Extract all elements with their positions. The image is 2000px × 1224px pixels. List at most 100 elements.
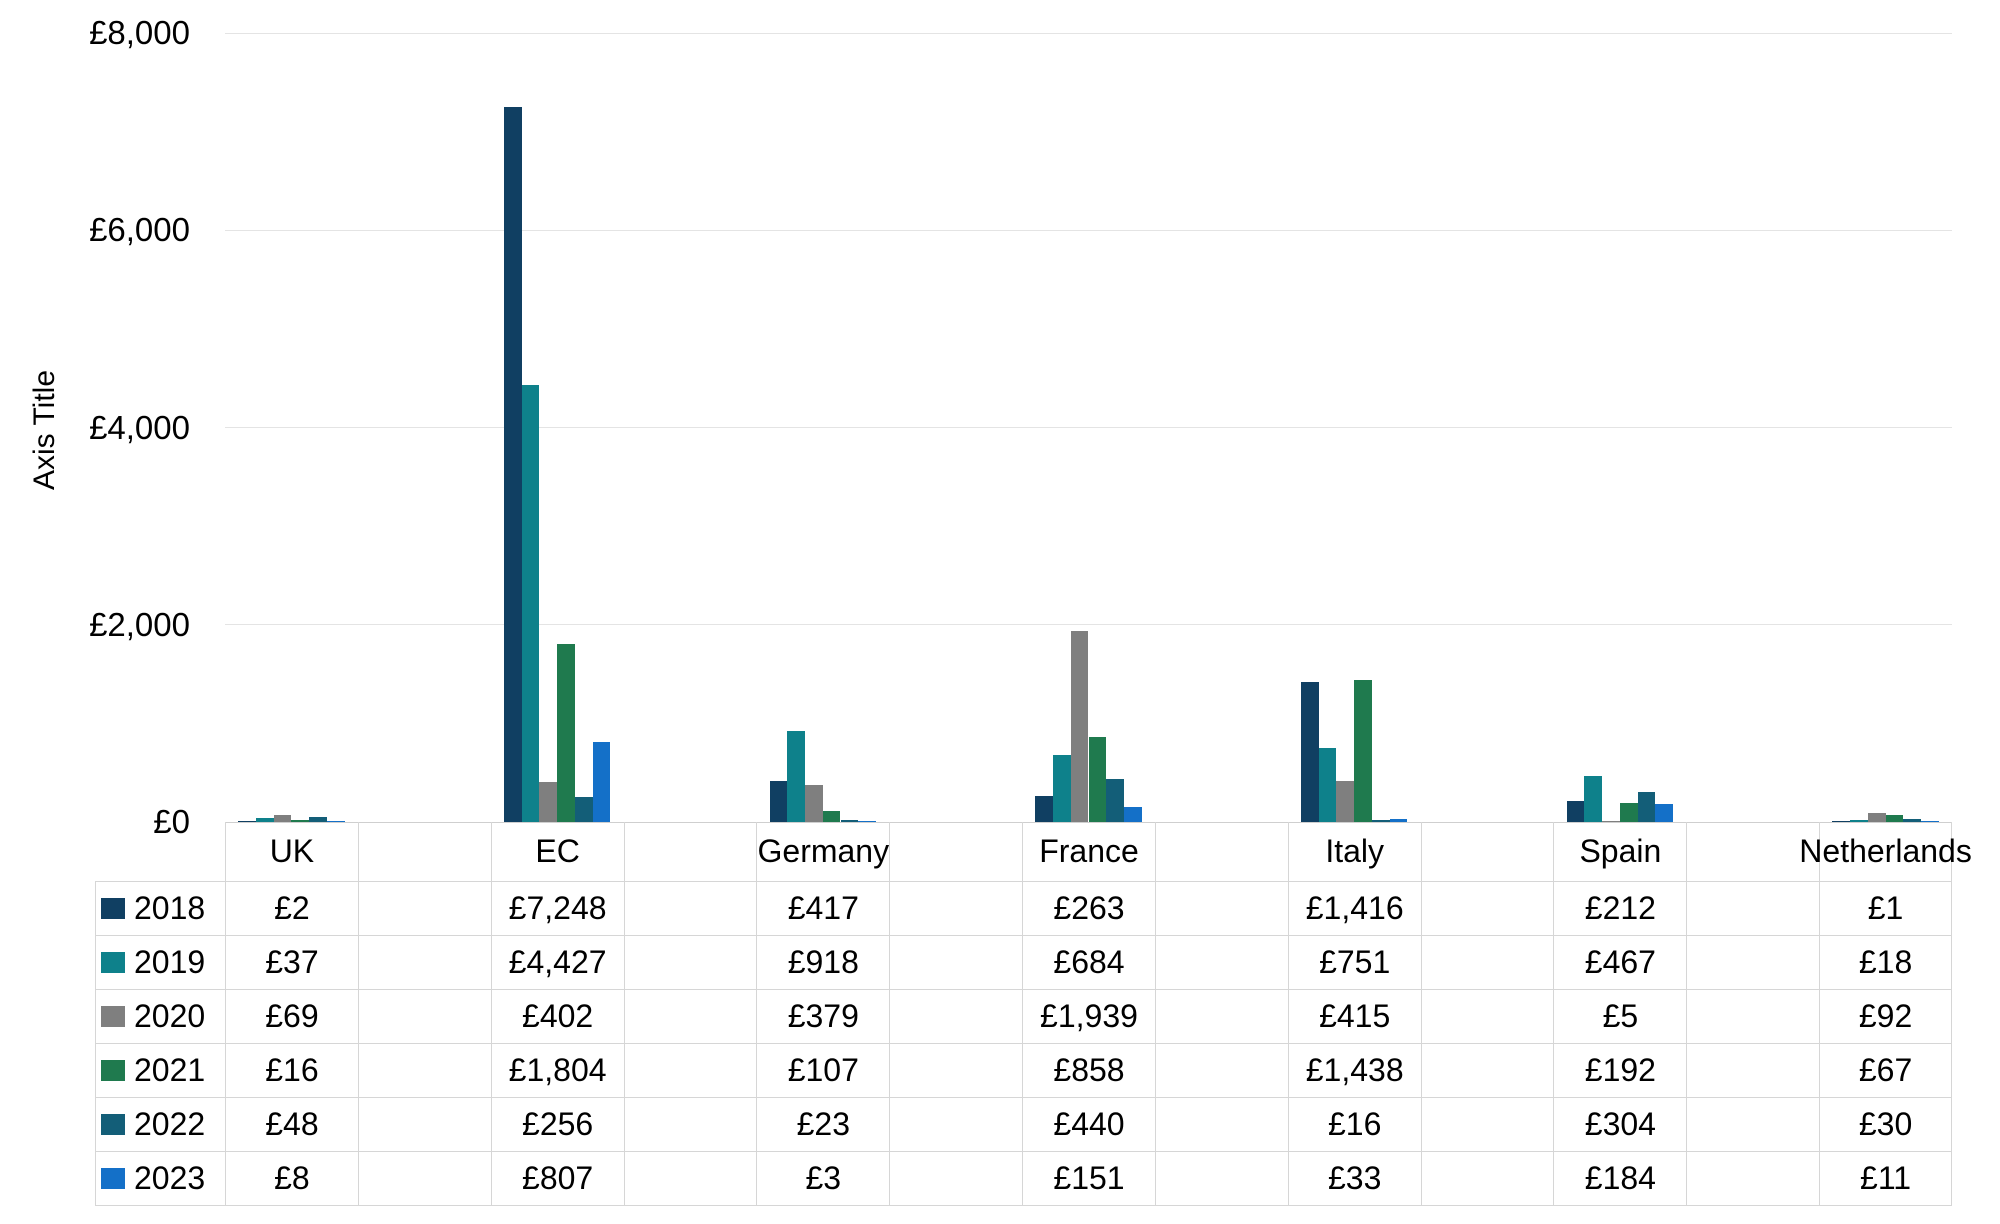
bar-2021-germany xyxy=(822,811,841,822)
table-value-cell: £440 xyxy=(1022,1098,1155,1152)
bar-2022-ec xyxy=(574,796,593,822)
spacer-cell xyxy=(357,822,491,882)
category-label: EC xyxy=(490,822,624,882)
spacer-cell xyxy=(1420,1044,1554,1098)
bar-2018-italy xyxy=(1301,682,1319,822)
y-axis-tick-label: £0 xyxy=(153,803,190,840)
bar-2020-ec xyxy=(539,782,558,822)
spacer-cell xyxy=(1154,882,1288,936)
bar-2023-ec xyxy=(592,742,611,822)
table-value-cell: £858 xyxy=(1022,1044,1155,1098)
bar-2021-uk xyxy=(291,820,310,822)
bar-2020-netherlands xyxy=(1867,812,1886,822)
bar-2019-germany xyxy=(787,731,806,822)
bar-2023-spain xyxy=(1655,803,1673,822)
series-year-label: 2018 xyxy=(134,890,206,926)
table-value-cell: £151 xyxy=(1022,1152,1155,1206)
bar-2022-uk xyxy=(309,817,327,822)
spacer-cell xyxy=(1686,1044,1820,1098)
table-value-cell: £4,427 xyxy=(490,936,624,990)
table-value-cell: £30 xyxy=(1819,1098,1952,1152)
table-value-cell: £16 xyxy=(1287,1098,1421,1152)
y-axis-tick-label: £2,000 xyxy=(89,605,190,643)
spacer-cell xyxy=(1154,1098,1288,1152)
spacer-cell xyxy=(623,936,757,990)
table-value-cell: £684 xyxy=(1022,936,1155,990)
spacer-cell xyxy=(1420,1098,1554,1152)
y-axis-tick-label: £6,000 xyxy=(89,211,190,249)
bar-2020-spain xyxy=(1602,821,1620,822)
category-label: Germany xyxy=(756,822,890,882)
series-year-label: 2023 xyxy=(134,1160,206,1196)
gridline xyxy=(225,624,1952,626)
table-value-cell: £256 xyxy=(490,1098,624,1152)
table-value-cell: £18 xyxy=(1819,936,1952,990)
table-value-cell: £48 xyxy=(225,1098,358,1152)
table-value-cell: £92 xyxy=(1819,990,1952,1044)
bar-2022-italy xyxy=(1371,820,1390,822)
bar-2019-france xyxy=(1053,754,1071,822)
spacer-cell xyxy=(623,1152,757,1206)
bar-2021-netherlands xyxy=(1885,815,1904,822)
spacer-cell xyxy=(1420,1152,1554,1206)
gridline xyxy=(225,229,1952,231)
category-label: UK xyxy=(225,822,358,882)
spacer-cell xyxy=(357,1098,491,1152)
spacer-cell xyxy=(1154,1152,1288,1206)
bar-2019-netherlands xyxy=(1850,820,1868,822)
spacer-cell xyxy=(623,882,757,936)
bar-2019-spain xyxy=(1584,775,1603,822)
legend-row-header: 2019 xyxy=(95,936,225,990)
legend-swatch xyxy=(101,1114,125,1135)
spacer-cell xyxy=(1686,1152,1820,1206)
table-value-cell: £16 xyxy=(225,1044,358,1098)
spacer-cell xyxy=(889,1044,1023,1098)
table-value-cell: £467 xyxy=(1553,936,1687,990)
bar-2021-italy xyxy=(1354,680,1372,822)
spacer-cell xyxy=(1420,936,1554,990)
table-value-cell: £212 xyxy=(1553,882,1687,936)
series-year-label: 2021 xyxy=(134,1052,206,1088)
bar-2021-france xyxy=(1088,737,1107,822)
spacer-cell xyxy=(1420,882,1554,936)
table-value-cell: £918 xyxy=(756,936,890,990)
spacer-cell xyxy=(1686,1098,1820,1152)
bar-2023-italy xyxy=(1389,818,1408,822)
legend-row-header: 2020 xyxy=(95,990,225,1044)
legend-swatch xyxy=(101,1006,125,1027)
spacer-cell xyxy=(623,1044,757,1098)
bar-2020-italy xyxy=(1336,781,1355,822)
y-axis-tick-label: £8,000 xyxy=(89,14,190,51)
spacer-cell xyxy=(1686,822,1820,882)
bar-2023-uk xyxy=(326,821,345,822)
spacer-cell xyxy=(623,822,757,882)
table-value-cell: £304 xyxy=(1553,1098,1687,1152)
bar-2022-netherlands xyxy=(1903,819,1921,822)
y-axis-title: Axis Title xyxy=(28,369,61,491)
table-value-cell: £751 xyxy=(1287,936,1421,990)
y-axis-tick-label: £4,000 xyxy=(89,408,190,446)
spacer-cell xyxy=(357,936,491,990)
spacer-cell xyxy=(1686,936,1820,990)
spacer-cell xyxy=(889,990,1023,1044)
bar-2023-germany xyxy=(858,821,876,822)
table-value-cell: £184 xyxy=(1553,1152,1687,1206)
bar-2018-spain xyxy=(1566,801,1585,822)
spacer-cell xyxy=(357,882,491,936)
table-value-cell: £7,248 xyxy=(490,882,624,936)
spacer-cell xyxy=(357,1044,491,1098)
series-year-label: 2019 xyxy=(134,944,206,980)
legend-row-header: 2018 xyxy=(95,882,225,936)
table-value-cell: £107 xyxy=(756,1044,890,1098)
table-value-cell: £1,416 xyxy=(1287,882,1421,936)
table-value-cell: £8 xyxy=(225,1152,358,1206)
table-value-cell: £67 xyxy=(1819,1044,1952,1098)
legend-swatch xyxy=(101,1168,125,1189)
table-corner-cell xyxy=(95,822,225,882)
bar-2019-italy xyxy=(1318,747,1337,822)
bar-2019-ec xyxy=(521,385,540,822)
table-value-cell: £37 xyxy=(225,936,358,990)
series-year-label: 2020 xyxy=(134,998,206,1034)
table-value-cell: £415 xyxy=(1287,990,1421,1044)
